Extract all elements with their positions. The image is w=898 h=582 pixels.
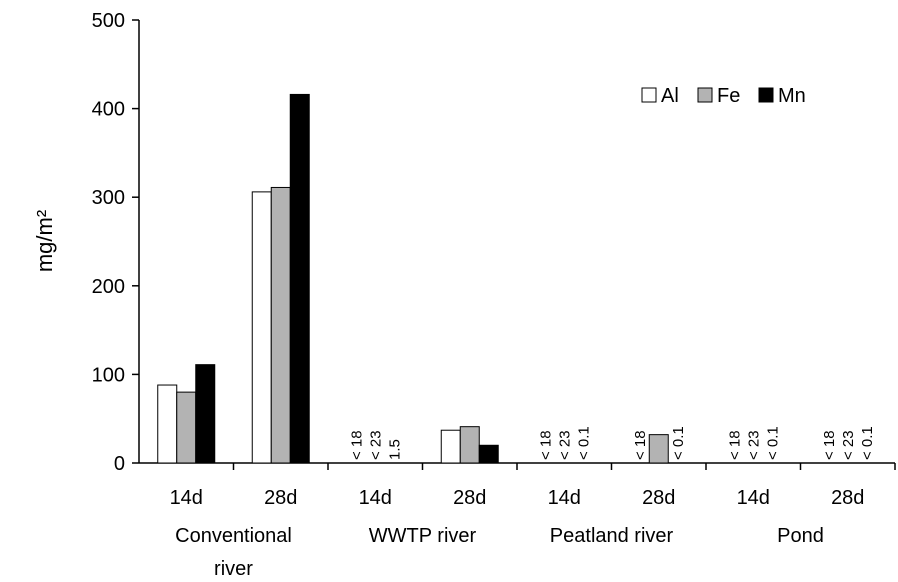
- bar-annotation: < 18: [821, 430, 838, 460]
- bar-annotation: < 0.1: [575, 426, 592, 460]
- bar-annotation: < 0.1: [670, 426, 687, 460]
- x-axis-labels: 14d 28d 14d 28d 14d 28d 14d 28d Conventional rive…: [170, 487, 865, 580]
- y-tick-label: 400: [92, 99, 125, 121]
- y-axis-label: mg/m²: [32, 210, 57, 272]
- bar-annotation: < 18: [632, 430, 649, 460]
- y-tick-label: 300: [92, 187, 125, 209]
- legend-swatch-mn: [758, 87, 774, 103]
- legend-label: Al: [661, 85, 679, 107]
- bar-fe: [648, 434, 669, 464]
- bar-annotation: < 0.1: [859, 426, 876, 460]
- bar-fe: [459, 426, 480, 464]
- bar-annotation: < 23: [745, 430, 762, 460]
- x-tick-label: 14d: [170, 487, 203, 509]
- x-group-label: river: [214, 558, 253, 580]
- bar-annotation: < 0.1: [764, 426, 781, 460]
- legend-swatch-al: [641, 87, 657, 103]
- bar-mn: [195, 364, 216, 464]
- y-tick-label: 200: [92, 276, 125, 298]
- x-tick-label: 14d: [359, 487, 392, 509]
- x-tick-label: 28d: [453, 487, 486, 509]
- bar-annotation: < 18: [348, 430, 365, 460]
- bar-annotation: < 23: [840, 430, 857, 460]
- x-group-label: Pond: [777, 525, 824, 547]
- bar-mn: [289, 93, 310, 464]
- x-group-label: Conventional: [175, 525, 292, 547]
- legend-swatch-fe: [697, 87, 713, 103]
- bar-annotation: < 18: [537, 430, 554, 460]
- bars: [157, 93, 669, 464]
- bar-al: [251, 191, 272, 464]
- x-tick-label: 14d: [737, 487, 770, 509]
- y-tick-label: 0: [114, 453, 125, 475]
- bar-fe: [176, 391, 197, 464]
- bar-annotation: < 18: [726, 430, 743, 460]
- x-group-label: Peatland river: [550, 525, 674, 547]
- bar-al: [157, 384, 178, 464]
- annotations: < 18 < 23 1.5 < 18 < 23 < 0.1 < 18 < 0.1 < 18 < 2…: [348, 426, 876, 460]
- x-tick-label: 28d: [642, 487, 675, 509]
- bar-al: [440, 429, 461, 464]
- bar-annotation: < 23: [367, 430, 384, 460]
- x-tick-label: 28d: [264, 487, 297, 509]
- bar-mn: [478, 444, 499, 464]
- legend: Al Fe Mn: [641, 85, 806, 107]
- y-tick-label: 500: [92, 10, 125, 32]
- legend-label: Mn: [778, 85, 806, 107]
- y-tick-label: 100: [92, 364, 125, 386]
- x-tick-label: 14d: [548, 487, 581, 509]
- x-group-label: WWTP river: [369, 525, 477, 547]
- bar-fe: [270, 186, 291, 464]
- x-tick-label: 28d: [831, 487, 864, 509]
- bar-annotation: 1.5: [386, 439, 403, 460]
- bar-annotation: < 23: [556, 430, 573, 460]
- legend-label: Fe: [717, 85, 740, 107]
